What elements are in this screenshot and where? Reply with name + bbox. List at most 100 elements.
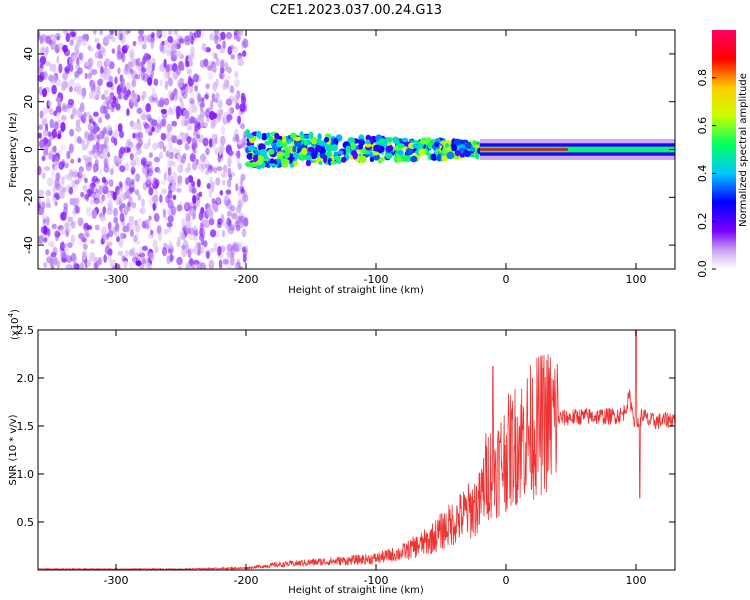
spectrogram-noise-cell <box>145 103 151 113</box>
spectrogram-noise-cell <box>113 207 118 217</box>
spectrogram-noise-cell <box>200 206 205 215</box>
spectrogram-noise-cell <box>240 188 246 195</box>
spectrogram-noise-cell <box>172 135 177 144</box>
spectrogram-noise-cell <box>119 30 125 36</box>
spectrogram-band-cell <box>373 144 381 152</box>
spectrogram-noise-cell <box>222 40 226 49</box>
spectrogram-noise-cell <box>167 208 174 216</box>
spectrogram-band-cell <box>292 145 297 153</box>
spectrogram-noise-cell <box>237 30 244 37</box>
spectrogram-noise-cell <box>105 68 112 76</box>
spectrogram-noise-cell <box>182 239 189 248</box>
spectrogram-noise-cell <box>164 215 169 221</box>
spectrogram-noise-cell <box>132 132 136 139</box>
spectrogram-noise-cell <box>141 43 147 50</box>
spectrogram-noise-cell <box>174 94 178 102</box>
spectrogram-noise-cell <box>128 98 134 109</box>
spectrogram-noise-cell <box>44 60 51 67</box>
spectrogram-noise-cell <box>43 166 51 172</box>
spectrogram-noise-cell <box>61 103 67 110</box>
spectrogram-noise-cell <box>152 202 156 212</box>
spectrogram-band-cell <box>259 148 267 157</box>
colorbar-label: Normalized spectral amplitude <box>738 73 749 227</box>
spectrogram-noise-cell <box>226 116 231 123</box>
spectrogram-band-cell <box>386 144 394 153</box>
spectrogram-noise-cell <box>197 243 201 254</box>
spectrogram-noise-cell <box>230 256 235 266</box>
spectrogram-noise-cell <box>167 215 174 223</box>
spectrogram-band-cell <box>463 150 471 158</box>
spectrogram-noise-cell <box>159 99 165 108</box>
spectrogram-noise-cell <box>93 125 98 134</box>
spectrogram-band-cell <box>345 145 351 152</box>
spectrogram-noise-cell <box>81 143 88 151</box>
spectrogram-noise-cell <box>205 148 210 155</box>
spectrogram-band-cell <box>387 137 393 143</box>
spectrogram-noise-cell <box>242 193 249 203</box>
spectrogram-noise-cell <box>209 100 214 111</box>
spectrogram-band-cell <box>392 136 399 144</box>
spectrogram-noise-cell <box>142 34 148 44</box>
spectrogram-noise-cell <box>178 60 184 71</box>
spectrogram-noise-cell <box>117 250 124 257</box>
spectrogram-noise-cell <box>124 162 130 172</box>
spectrogram-noise-cell <box>113 216 119 224</box>
spectrogram-noise-cell <box>50 251 57 258</box>
spectrogram-band-cell <box>446 151 455 160</box>
spectrogram-noise-cell <box>101 226 107 236</box>
spectrogram-noise-cell <box>115 230 120 237</box>
spectrogram-noise-cell <box>77 240 84 247</box>
spectrogram-noise-cell <box>236 261 241 268</box>
spectrogram-noise-cell <box>145 262 152 269</box>
spectrogram-noise-cell <box>86 111 91 117</box>
spectrogram-noise-cell <box>209 259 215 267</box>
spectrogram-noise-cell <box>77 157 82 163</box>
spectrogram-noise-cell <box>68 186 74 195</box>
spectrogram-noise-cell <box>176 139 183 146</box>
spectrogram-noise-cell <box>38 189 43 199</box>
colorbar-tick-label: 0.8 <box>696 69 709 87</box>
spectrogram-noise-cell <box>67 172 73 182</box>
spectrogram-noise-cell <box>106 152 111 158</box>
spectrogram-noise-cell <box>144 219 150 225</box>
spectrogram-band-cell <box>246 152 254 160</box>
spectrogram-noise-cell <box>167 90 174 98</box>
spectrogram-noise-cell <box>137 131 143 139</box>
spectrogram-noise-cell <box>179 38 185 44</box>
spectrogram-noise-cell <box>180 155 187 164</box>
spectrogram-band-cell <box>284 151 290 159</box>
spectrogram-y-tick-label: 20 <box>22 95 35 109</box>
spectrogram-noise-cell <box>202 137 209 147</box>
spectrogram-noise-cell <box>121 77 125 87</box>
spectrogram-noise-cell <box>146 160 153 167</box>
spectrogram-noise-cell <box>118 204 123 211</box>
spectrogram-noise-cell <box>99 216 106 222</box>
spectrogram-band-cell <box>380 138 385 144</box>
spectrogram-noise-cell <box>60 227 66 235</box>
spectrogram-noise-cell <box>148 117 154 123</box>
spectrogram-noise-cell <box>69 78 75 87</box>
spectrogram-noise-cell <box>215 177 221 186</box>
spectrogram-noise-cell <box>122 225 129 233</box>
spectrogram-noise-cell <box>141 90 147 99</box>
spectrogram-noise-cell <box>53 110 58 116</box>
spectrogram-band-cell <box>436 153 442 162</box>
spectrogram-noise-cell <box>51 223 57 230</box>
spectrogram-noise-cell <box>227 46 233 55</box>
spectrogram-noise-cell <box>65 32 71 43</box>
spectrogram-band-cell <box>305 155 312 161</box>
spectrogram-noise-cell <box>203 58 209 68</box>
spectrogram-noise-cell <box>235 102 240 110</box>
spectrogram-noise-cell <box>120 232 124 240</box>
spectrogram-noise-cell <box>141 245 148 251</box>
spectrogram-noise-cell <box>140 198 145 208</box>
spectrogram-noise-cell <box>184 142 190 151</box>
spectrogram-band-cell <box>256 130 262 139</box>
spectrogram-noise-cell <box>111 48 116 54</box>
spectrogram-noise-cell <box>60 121 66 132</box>
spectrogram-noise-cell <box>78 232 85 240</box>
spectrogram-band-cell <box>350 150 358 156</box>
spectrogram-band-cell <box>350 142 356 150</box>
spectrogram-noise-cell <box>130 179 135 185</box>
spectrogram-noise-cell <box>92 30 97 35</box>
